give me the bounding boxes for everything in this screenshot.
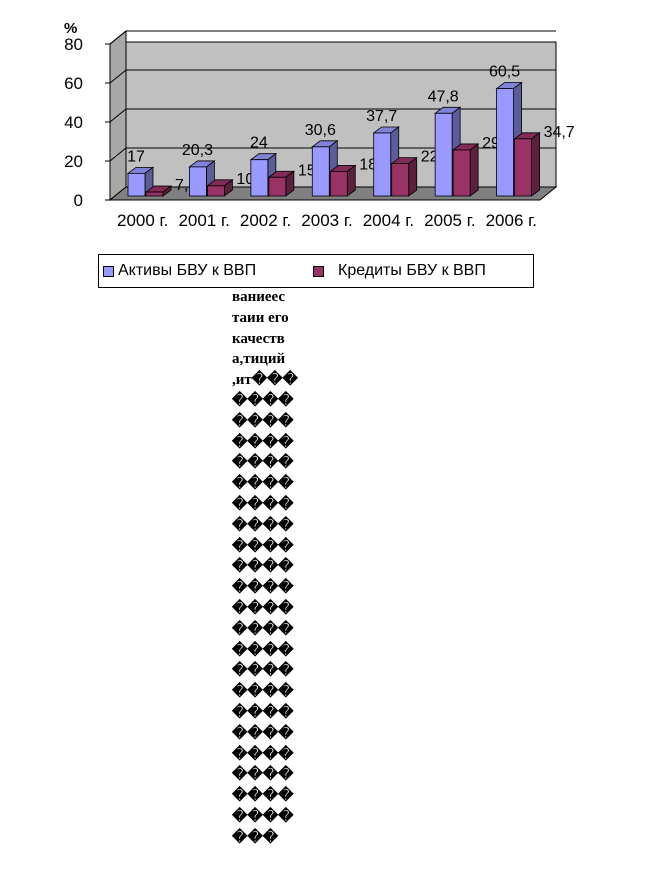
- y-tick-label: 40: [64, 113, 83, 132]
- legend-swatch-credits: [313, 265, 324, 277]
- x-tick-label: 2004 г.: [363, 211, 414, 230]
- data-label-assets: 30,6: [305, 122, 336, 139]
- legend-swatch-assets: [103, 265, 114, 277]
- bar-assets: [311, 146, 330, 197]
- y-tick-label: 60: [64, 74, 83, 93]
- garbled-line: качеств: [232, 330, 285, 347]
- garbled-line: ваниеес: [232, 289, 286, 305]
- bar-credits: [145, 191, 164, 197]
- data-label-assets: 20,3: [182, 142, 213, 159]
- data-label-credits: 29: [482, 135, 500, 152]
- bar-credits: [452, 149, 471, 197]
- data-label-assets: 17: [127, 148, 145, 165]
- garbled-line: ����: [232, 538, 294, 555]
- x-tick-label: 2001 г.: [178, 211, 229, 230]
- y-unit-label: %: [64, 20, 77, 37]
- data-label-credits: 18: [359, 156, 377, 173]
- legend-label-assets: Активы БВУ к ВВП: [118, 262, 257, 279]
- gridline-side: [109, 147, 127, 162]
- bar-credits: [391, 163, 410, 197]
- bar-assets: [434, 112, 453, 197]
- gridline-side: [109, 69, 127, 84]
- garbled-line: ����: [232, 684, 294, 701]
- y-tick-label: 80: [64, 35, 83, 54]
- x-tick-label: 2005 г.: [424, 211, 475, 230]
- data-label-credits: 15: [298, 162, 316, 179]
- data-label-assets: 24: [250, 135, 268, 152]
- garbled-line: ����: [232, 434, 294, 451]
- bar-credits-side: [408, 156, 418, 197]
- garbled-line: таии его: [232, 309, 289, 326]
- garbled-line: ����: [232, 642, 294, 659]
- data-label-credits: 22: [421, 149, 439, 166]
- bar-credits-side: [531, 132, 540, 197]
- garbled-line: ����: [232, 808, 294, 825]
- bar-credits: [207, 185, 225, 197]
- chart-legend: Активы БВУ к ВВП Кредиты БВУ к ВВП: [98, 254, 534, 288]
- garbled-line: ����: [232, 767, 294, 784]
- data-label-assets: 37,7: [366, 108, 397, 125]
- data-label-credits: 34,7: [544, 124, 575, 141]
- garbled-line: ����: [232, 788, 294, 805]
- y-tick-label: 20: [64, 152, 83, 171]
- x-tick-label: 2002 г.: [240, 211, 291, 230]
- garbled-line: ����: [232, 517, 294, 534]
- garbled-line: ����: [232, 621, 294, 638]
- bar-credits: [329, 170, 348, 197]
- bar-assets: [250, 159, 269, 197]
- garbled-line: ����: [232, 496, 294, 513]
- bar-assets: [496, 88, 514, 197]
- bar-credits: [268, 176, 287, 197]
- garbled-line: ����: [232, 580, 294, 597]
- legend-item-credits: Кредиты БВУ к ВВП: [313, 262, 486, 280]
- garbled-line: ����: [232, 746, 294, 763]
- garbled-line: ���: [232, 829, 279, 846]
- garbled-line: ����: [232, 663, 294, 680]
- bar-assets: [373, 132, 392, 197]
- data-label-assets: 60,5: [489, 64, 520, 81]
- bar-credits-side: [469, 143, 479, 197]
- y-tick-label: 0: [74, 191, 83, 210]
- x-tick-label: 2003 г.: [301, 211, 352, 230]
- garbled-line: ����: [232, 392, 294, 409]
- garbled-line: ,ит���: [232, 372, 298, 389]
- gridline-side: [109, 108, 127, 123]
- x-tick-label: 2006 г.: [486, 211, 537, 230]
- bar-assets: [127, 172, 146, 197]
- bar-assets: [189, 166, 207, 197]
- garbled-line: ����: [232, 413, 294, 430]
- legend-item-assets: Активы БВУ к ВВП: [103, 262, 256, 280]
- garbled-line: ����: [232, 559, 294, 576]
- garbled-line: ����: [232, 725, 294, 742]
- garbled-line: ����: [232, 476, 294, 493]
- garbled-text-column: ваниеес таии его качеств а,тиций ,ит��� ���� �…: [232, 287, 304, 849]
- garbled-line: а,тиций: [232, 351, 286, 368]
- gridline-side: [109, 30, 127, 45]
- garbled-line: ����: [232, 600, 294, 617]
- bar-credits: [514, 138, 532, 197]
- garbled-line: ����: [232, 455, 294, 472]
- legend-label-credits: Кредиты БВУ к ВВП: [338, 262, 486, 279]
- x-tick-label: 2000 г.: [117, 211, 168, 230]
- garbled-line: ����: [232, 704, 294, 721]
- data-label-assets: 47,8: [428, 88, 459, 105]
